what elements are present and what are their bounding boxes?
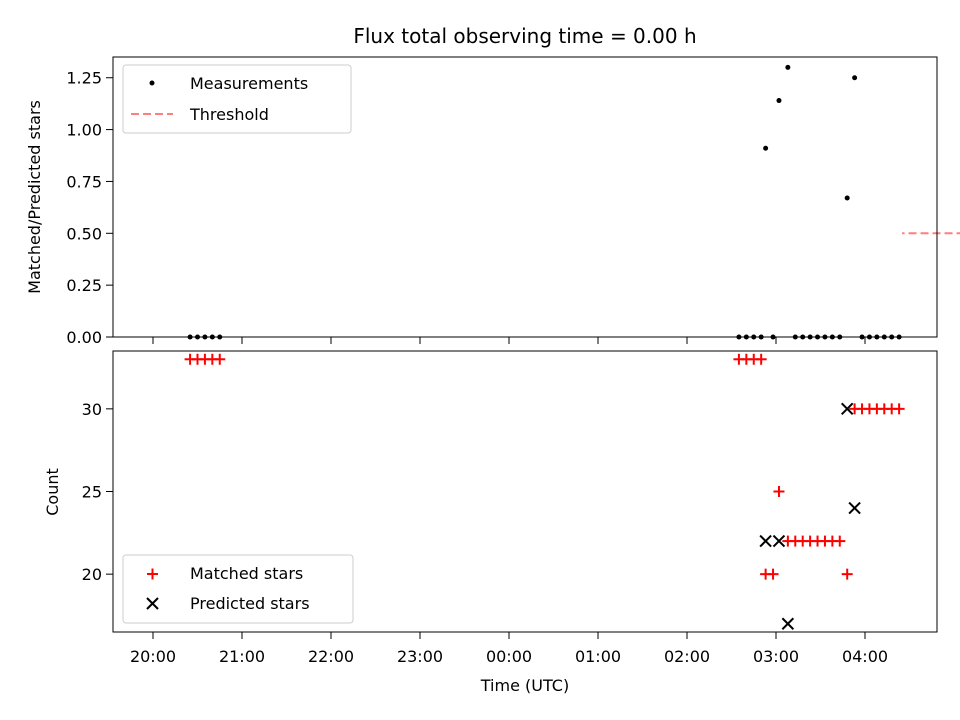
x-axis-label: Time (UTC) (480, 676, 569, 695)
predicted-star-point (759, 534, 772, 548)
top-x-ticks (152, 337, 866, 344)
predicted-star-point (772, 534, 786, 548)
x-tick-label: 21:00 (219, 647, 265, 666)
top-y-tick-label: 0.75 (66, 172, 102, 191)
legend-matched-marker (147, 568, 158, 580)
top-legend-box (122, 64, 352, 134)
top-y-tick-label: 0.00 (66, 328, 102, 347)
matched-star-point (214, 353, 226, 365)
measurement-point (763, 145, 769, 151)
measurement-point (776, 98, 782, 104)
legend-predicted-marker (146, 597, 159, 610)
predicted-star-point (781, 617, 795, 630)
top-axes-frame (112, 56, 938, 338)
bottom-plot-area (184, 353, 905, 630)
x-tick-label: 03:00 (753, 647, 799, 666)
matched-star-point (841, 568, 853, 580)
matched-star-point (773, 486, 785, 497)
predicted-star-point (840, 402, 854, 416)
bottom-y-tick-label: 25 (82, 483, 102, 502)
bottom-panel: 20 25 30 20:00 21:00 22:00 23:00 00:00 01:00 02:… (43, 350, 938, 695)
bottom-legend-box (122, 554, 354, 624)
measurement-point (852, 75, 858, 81)
bottom-y-tick-label: 30 (82, 400, 102, 419)
top-y-tick-label: 0.25 (66, 276, 102, 295)
matched-star-point (767, 568, 779, 580)
matched-star-point (893, 403, 905, 415)
legend-predicted-label: Predicted stars (190, 594, 310, 613)
legend-threshold-label: Threshold (189, 105, 269, 124)
bottom-y-axis-label: Count (43, 468, 62, 516)
top-y-tick-label: 0.50 (66, 224, 102, 243)
matched-star-point (755, 353, 767, 365)
legend-matched-label: Matched stars (190, 564, 303, 583)
top-panel: 0.00 0.25 0.50 0.75 1.00 1.25 Matched/Predict… (25, 56, 960, 347)
x-tick-label: 02:00 (664, 647, 710, 666)
x-tick-label: 22:00 (308, 647, 354, 666)
matched-star-point (834, 535, 846, 547)
measurement-point (785, 64, 791, 70)
legend-measurements-label: Measurements (190, 74, 308, 93)
chart-title: Flux total observing time = 0.00 h (353, 24, 696, 48)
top-y-tick-label: 1.00 (66, 121, 102, 140)
bottom-legend: Matched stars Predicted stars (122, 554, 354, 624)
measurement-point (844, 195, 850, 201)
predicted-star-point (848, 501, 861, 515)
x-tick-label: 01:00 (575, 647, 621, 666)
bottom-y-tick-label: 20 (82, 565, 102, 584)
top-y-tick-label: 1.25 (66, 69, 102, 88)
x-tick-label: 04:00 (842, 647, 888, 666)
x-tick-label: 23:00 (397, 647, 443, 666)
bottom-x-ticks: 20:00 21:00 22:00 23:00 00:00 01:00 02:00 03:00… (130, 632, 888, 666)
legend-measurements-marker (149, 80, 155, 86)
top-plot-area (187, 64, 960, 340)
bottom-y-ticks: 20 25 30 (82, 400, 113, 584)
top-y-axis-label: Matched/Predicted stars (25, 100, 44, 294)
top-y-ticks: 0.00 0.25 0.50 0.75 1.00 1.25 (66, 69, 113, 347)
top-legend: Measurements Threshold (122, 64, 352, 134)
x-tick-label: 20:00 (130, 647, 176, 666)
x-tick-label: 00:00 (486, 647, 532, 666)
